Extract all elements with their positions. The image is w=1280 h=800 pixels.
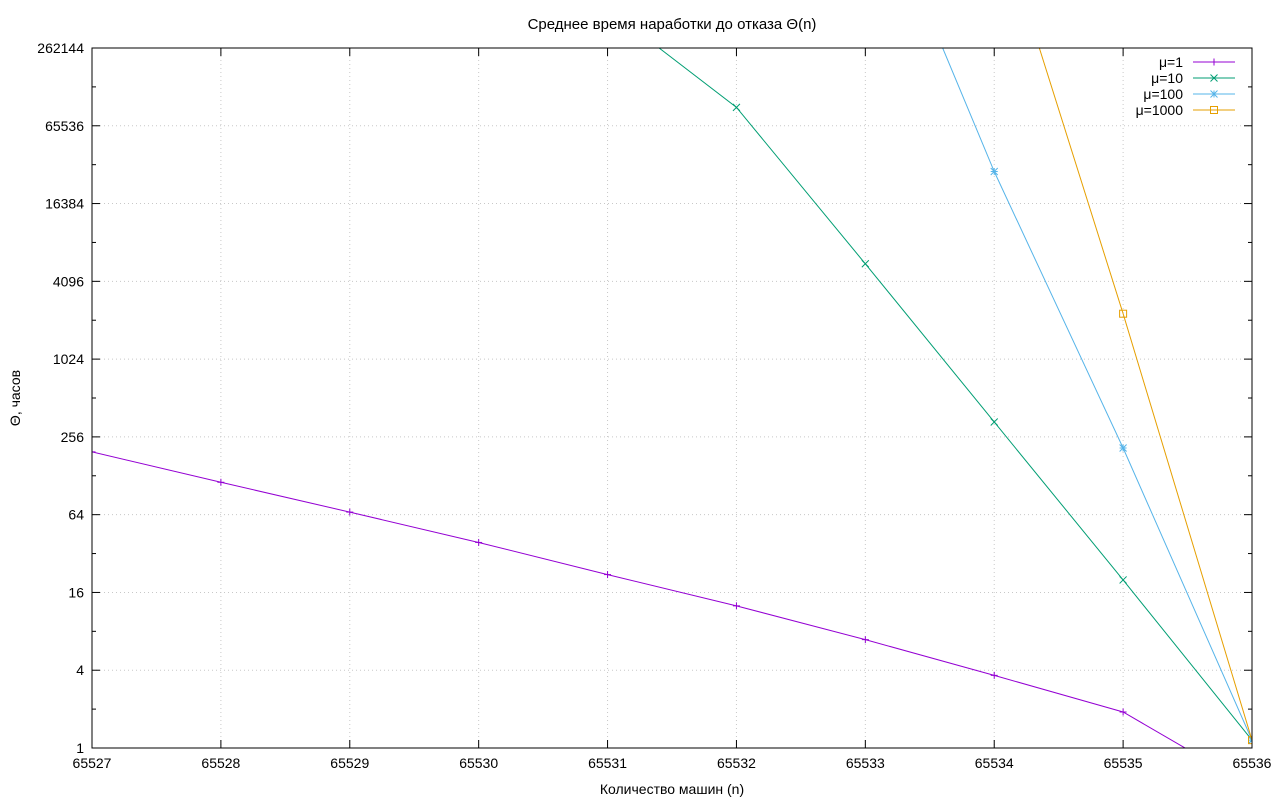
data-point: [475, 538, 483, 546]
axis-ticks: 65527 65528 65529 65530 65531 65532 65533 65534…: [37, 40, 1271, 771]
series-line: [942, 48, 1252, 741]
data-point: [346, 508, 354, 516]
legend-label: μ=10: [1151, 70, 1183, 86]
y-axis-label: Θ, часов: [7, 370, 23, 426]
data-point: [990, 418, 999, 426]
legend-entry: μ=10: [1151, 70, 1235, 86]
data-point: [1210, 74, 1218, 82]
data-point: [1210, 90, 1218, 98]
series-line: [658, 48, 1252, 741]
legend-label: μ=100: [1143, 86, 1183, 102]
data-point: [1119, 309, 1128, 318]
series-2: [658, 48, 1252, 745]
x-tick-label: 65534: [975, 755, 1014, 771]
data-point: [1119, 576, 1127, 584]
legend-entry: μ=100: [1143, 86, 1235, 102]
data-point: [990, 167, 999, 176]
chart-title: Среднее время наработки до отказа Θ(n): [528, 16, 817, 33]
series-3: [942, 48, 1252, 745]
legend-entry: μ=1: [1159, 54, 1235, 70]
data-point: [1119, 708, 1127, 716]
data-point: [732, 602, 740, 610]
series-4: [1038, 48, 1252, 745]
x-tick-label: 65530: [459, 755, 498, 771]
series-line: [1038, 48, 1252, 741]
y-tick-label: 262144: [37, 40, 84, 56]
plot-series: [92, 48, 1252, 748]
x-tick-label: 65529: [330, 755, 369, 771]
y-tick-label: 4096: [53, 273, 84, 289]
grid-lines: [92, 48, 1252, 748]
x-axis-label: Количество машин (n): [600, 781, 744, 797]
data-point: [990, 671, 998, 679]
x-tick-label: 65535: [1104, 755, 1143, 771]
data-point: [92, 448, 96, 456]
legend-entry: μ=1000: [1136, 102, 1235, 118]
data-point: [1119, 444, 1127, 452]
series-1: [92, 448, 1187, 748]
legend-label: μ=1: [1159, 54, 1183, 70]
data-point: [1210, 106, 1218, 114]
y-tick-label: 65536: [45, 118, 84, 134]
data-point: [1210, 58, 1218, 66]
data-point: [1248, 736, 1252, 745]
data-point: [1248, 736, 1252, 745]
data-point: [861, 636, 869, 644]
legend-label: μ=1000: [1136, 102, 1184, 118]
data-point: [217, 478, 225, 486]
y-tick-label: 1024: [53, 351, 84, 367]
data-point: [861, 259, 870, 268]
y-tick-label: 1: [76, 740, 84, 756]
y-tick-label: 4: [76, 662, 84, 678]
y-tick-label: 16384: [45, 196, 84, 212]
plot-frame: [91, 47, 1253, 749]
x-tick-label: 65528: [201, 755, 240, 771]
x-tick-label: 65536: [1233, 755, 1272, 771]
data-point: [604, 571, 612, 579]
y-tick-label: 16: [68, 584, 84, 600]
x-tick-label: 65531: [588, 755, 627, 771]
x-tick-label: 65533: [846, 755, 885, 771]
x-tick-label: 65527: [73, 755, 112, 771]
series-line: [92, 451, 1187, 748]
y-tick-label: 256: [61, 429, 85, 445]
data-point: [732, 103, 741, 112]
x-tick-label: 65532: [717, 755, 756, 771]
y-tick-label: 64: [68, 507, 84, 523]
